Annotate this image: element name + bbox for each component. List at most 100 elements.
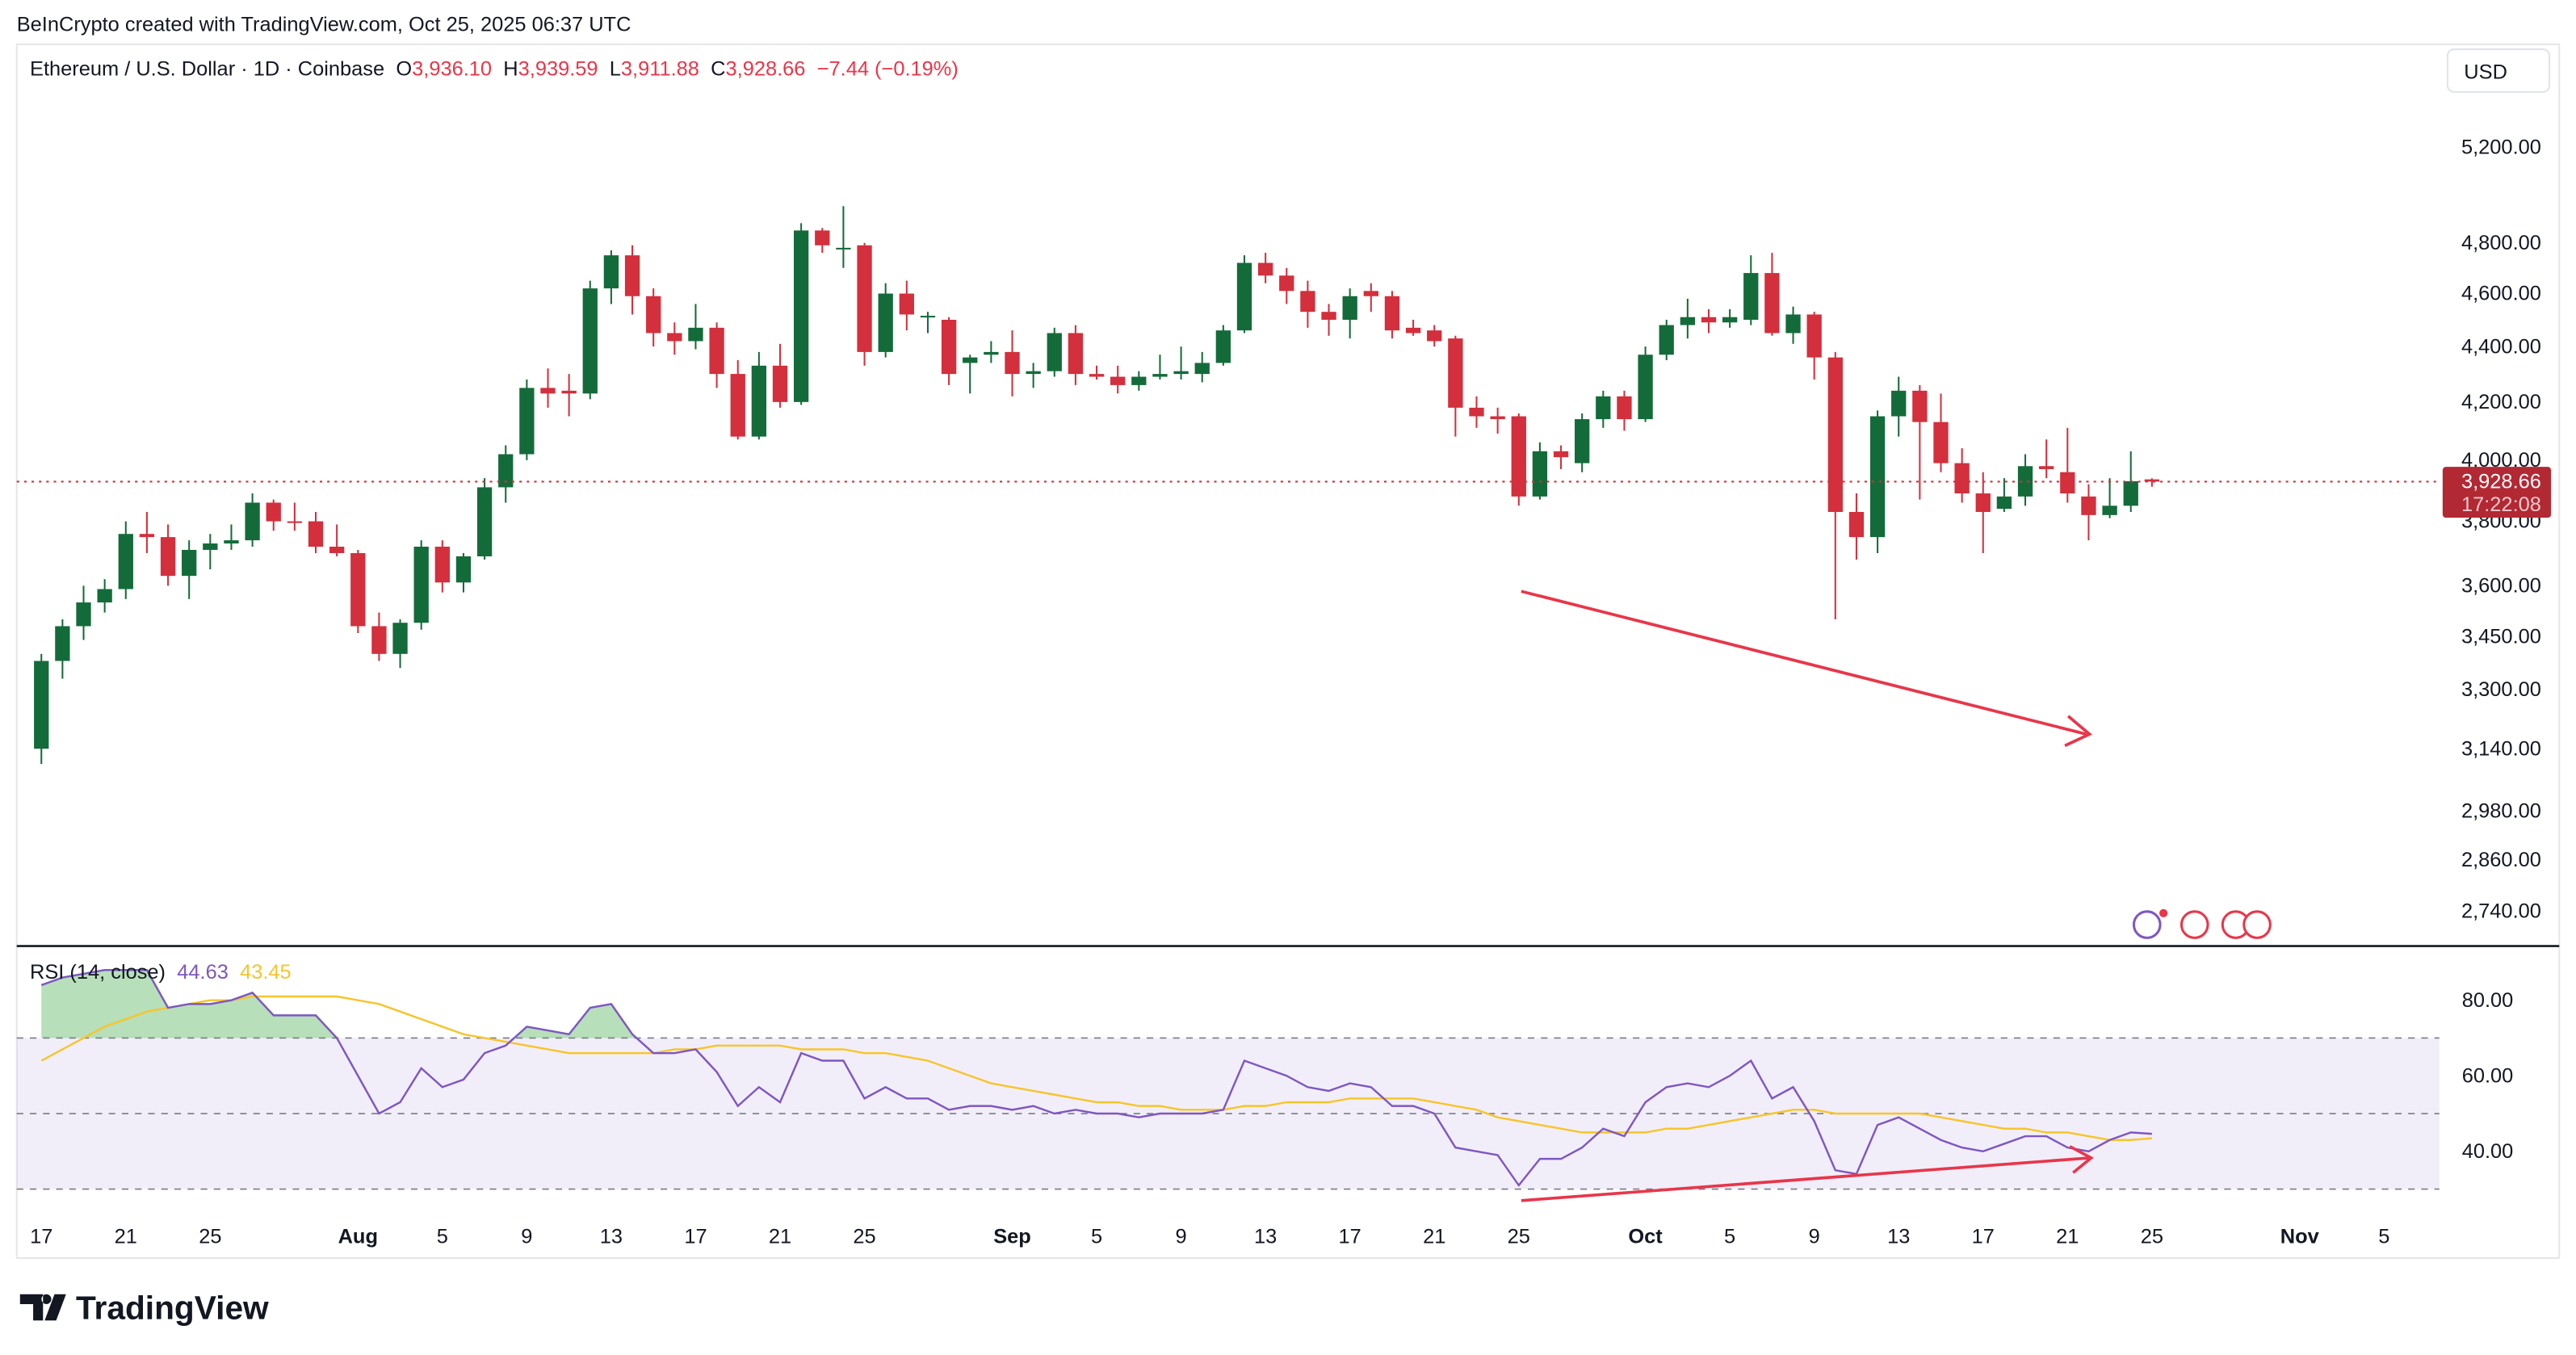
candle (857, 242, 872, 366)
candle-body (793, 230, 809, 402)
candle-body (476, 487, 493, 556)
candle (476, 478, 493, 560)
candle-body (1236, 262, 1252, 331)
candle-body (224, 540, 239, 544)
candle (1553, 445, 1569, 469)
candle (984, 341, 999, 363)
candle (371, 612, 387, 661)
time-tick: 25 (199, 1226, 221, 1248)
candle-body (1215, 330, 1231, 363)
candle-body (1469, 407, 1484, 417)
candle (1342, 288, 1357, 339)
time-tick: 17 (1339, 1226, 1361, 1248)
time-tick: 9 (1176, 1226, 1187, 1248)
price-axis[interactable]: 5,200.00 4,800.00 4,600.00 4,400.00 4,200.00… (2461, 136, 2541, 923)
time-tick: 5 (437, 1226, 448, 1248)
tradingview-logo[interactable]: TradingView (19, 1289, 269, 1326)
candle (1068, 325, 1084, 385)
candle (688, 304, 703, 350)
currency-button[interactable]: USD (2446, 48, 2551, 93)
candle-body (1194, 363, 1210, 375)
candle-body (1427, 330, 1442, 342)
price-tick: 3,600.00 (2461, 575, 2541, 598)
time-tick: Oct (1628, 1226, 1663, 1248)
candle (76, 585, 91, 640)
candle (1490, 407, 1505, 434)
candle-body (203, 543, 218, 550)
candle (1300, 280, 1315, 328)
time-tick: 25 (853, 1226, 875, 1248)
candle-body (2081, 496, 2096, 515)
candle (1869, 410, 1886, 553)
time-tick: 5 (1724, 1226, 1735, 1248)
event-icons[interactable] (2132, 908, 2272, 939)
candle-body (603, 255, 619, 289)
candle (1806, 312, 1822, 380)
candle (1173, 346, 1189, 380)
candle-body (751, 365, 767, 437)
symbol-title: Ethereum / U.S. Dollar · 1D · Coinbase (30, 58, 384, 81)
candle (1005, 330, 1020, 396)
candle (1912, 384, 1928, 500)
candle-body (688, 327, 703, 342)
candle (1596, 390, 1611, 428)
notification-dot-icon (2159, 908, 2168, 917)
candle (1996, 478, 2012, 512)
candle (793, 223, 809, 405)
candle (603, 250, 619, 304)
candle (1638, 346, 1653, 422)
time-tick: 13 (1254, 1226, 1277, 1248)
candle (1448, 335, 1463, 437)
trend-arrow-price (1521, 589, 2092, 748)
time-tick: 21 (2056, 1226, 2079, 1248)
lightning-icon[interactable] (2132, 910, 2162, 939)
candle-body (561, 390, 577, 394)
candle-body (329, 546, 345, 553)
candle-body (350, 552, 366, 627)
candle-body (2123, 480, 2138, 506)
candle (498, 445, 514, 503)
candle-body (1553, 451, 1569, 458)
candles (34, 206, 2160, 765)
candle-body (836, 247, 851, 250)
candle-body (1722, 317, 1738, 323)
time-axis[interactable]: 17 21 25 Aug 5 9 13 17 21 25 Sep 5 9 13 17 21 25 Oct 5 9 13 1… (30, 1226, 2389, 1248)
candle-body (1384, 296, 1400, 331)
candle (1427, 325, 1442, 347)
candle (1659, 319, 1674, 361)
candle-body (772, 365, 788, 402)
us-flag-icon[interactable] (2180, 910, 2209, 939)
candle-body (498, 454, 514, 488)
time-tick: 21 (769, 1226, 791, 1248)
candle (963, 354, 978, 394)
candle-body (1785, 314, 1801, 334)
candle-body (1173, 371, 1189, 375)
price-tick: 3,140.00 (2461, 737, 2541, 760)
candle (308, 511, 324, 553)
us-flag-icon[interactable] (2242, 910, 2272, 939)
candle (287, 502, 303, 531)
rsi-value: 44.63 (177, 961, 229, 984)
candle (34, 653, 49, 765)
rsi-ma-value: 43.45 (240, 961, 292, 984)
candle-body (34, 661, 49, 749)
time-tick: 21 (115, 1226, 137, 1248)
candle-body (1068, 333, 1084, 375)
candle (266, 499, 281, 531)
candle-body (1575, 419, 1590, 464)
candle-body (1954, 463, 1970, 494)
candle-body (308, 521, 324, 547)
candle-body (97, 589, 112, 603)
candle-body (1638, 354, 1653, 420)
candle (1954, 448, 1970, 503)
candle-body (1321, 312, 1336, 320)
candle (1469, 396, 1484, 428)
candle (730, 360, 745, 440)
candle-body (1596, 396, 1611, 420)
candle-body (1701, 317, 1717, 323)
price-tick: 2,740.00 (2461, 900, 2541, 923)
candle (1321, 304, 1336, 336)
candle-body (2039, 466, 2054, 469)
candle (1511, 413, 1526, 506)
candle-body (1300, 291, 1315, 313)
